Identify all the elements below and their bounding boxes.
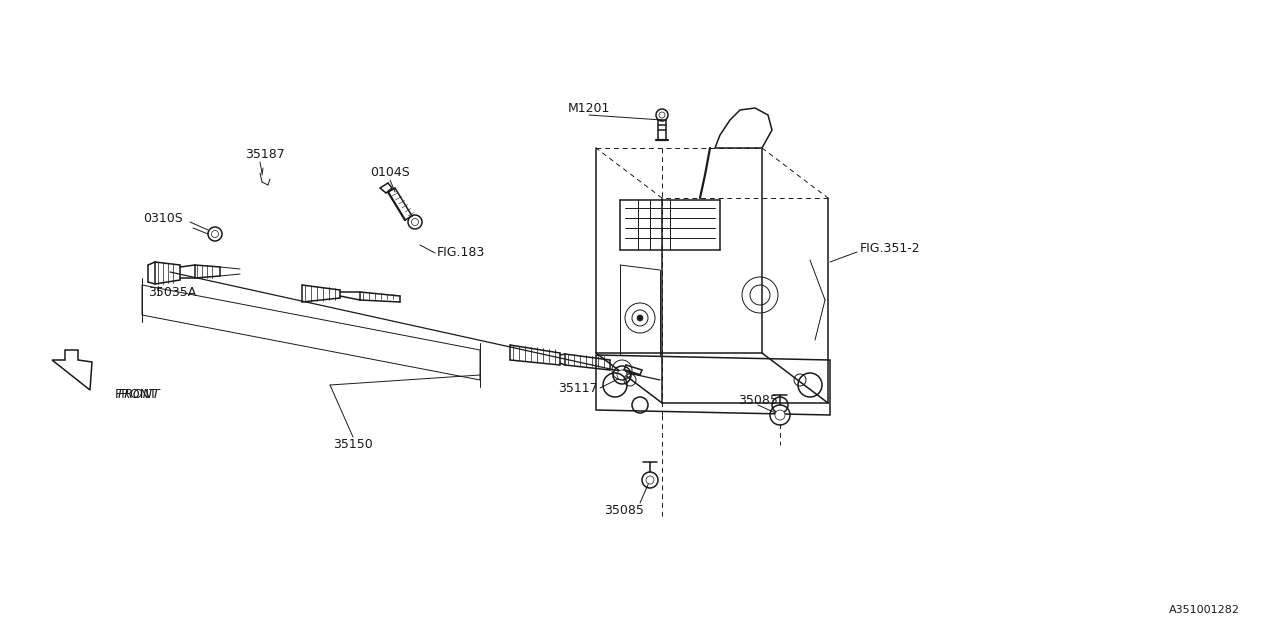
Circle shape (659, 112, 666, 118)
Text: A351001282: A351001282 (1169, 605, 1240, 615)
Text: FRONT: FRONT (115, 387, 157, 401)
Text: 35187: 35187 (246, 148, 285, 161)
Text: 35085: 35085 (739, 394, 778, 406)
Circle shape (637, 315, 643, 321)
Text: 0104S: 0104S (370, 166, 410, 179)
Circle shape (211, 230, 219, 237)
Circle shape (646, 476, 654, 484)
Circle shape (774, 410, 785, 420)
Text: FIG.351-2: FIG.351-2 (860, 241, 920, 255)
Text: 35117: 35117 (558, 381, 598, 394)
Circle shape (411, 218, 419, 225)
Text: 35035A: 35035A (148, 285, 196, 298)
Text: FIG.183: FIG.183 (436, 246, 485, 259)
Text: M1201: M1201 (568, 102, 611, 115)
Circle shape (617, 370, 627, 380)
Text: 0310S: 0310S (143, 211, 183, 225)
Text: 35085: 35085 (604, 504, 644, 516)
Text: FRONT: FRONT (118, 387, 161, 401)
Text: 35150: 35150 (333, 438, 372, 451)
